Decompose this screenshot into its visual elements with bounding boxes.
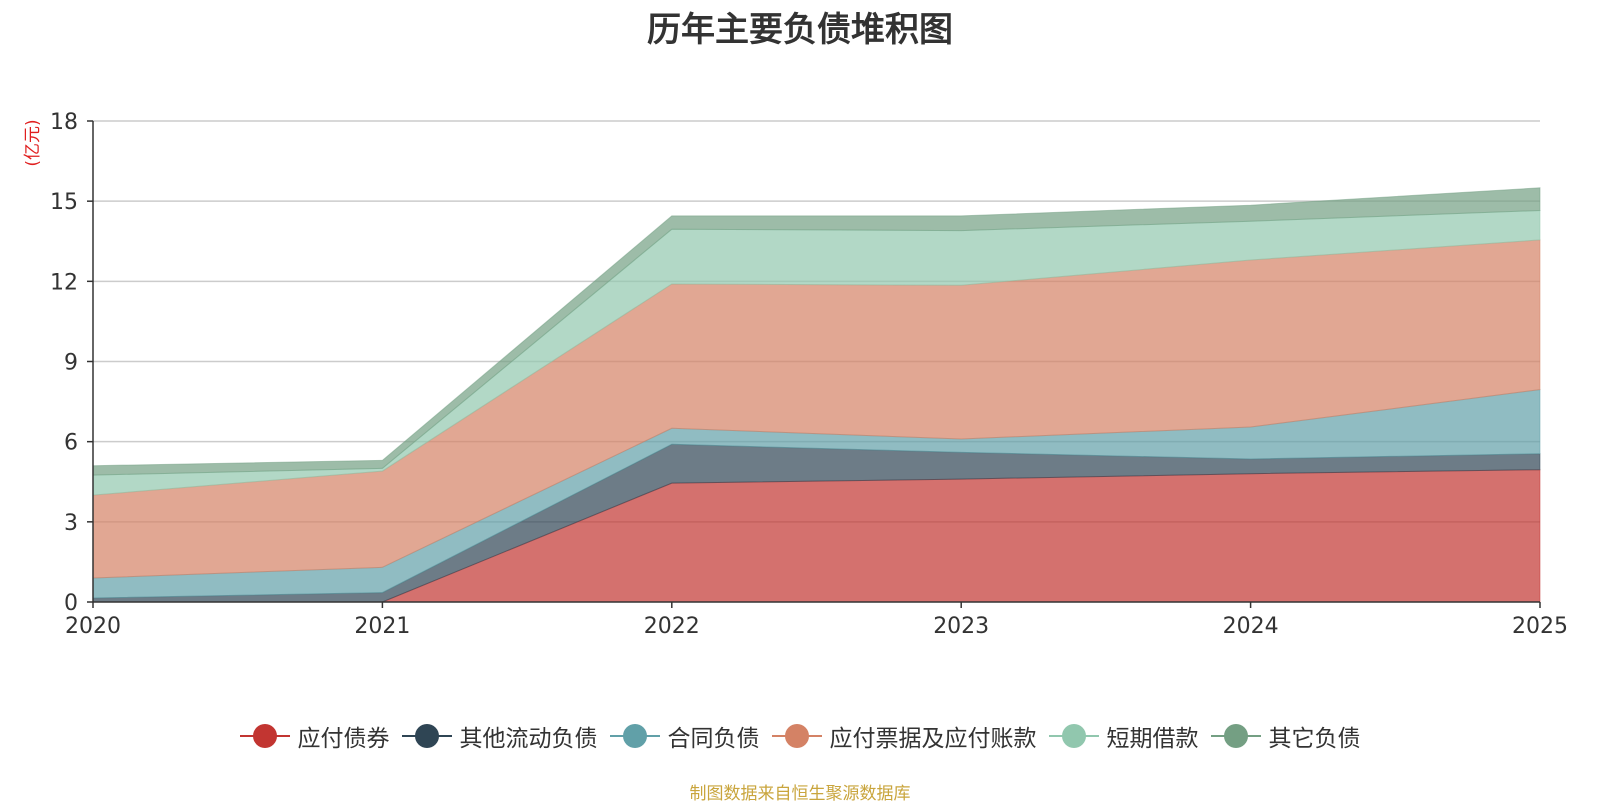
legend-dot <box>1061 724 1086 748</box>
legend-dot <box>252 724 277 748</box>
legend-label: 合同负债 <box>667 726 760 752</box>
area-series <box>92 187 1541 603</box>
y-tick-label: 9 <box>64 351 78 376</box>
x-tick-label: 2021 <box>354 614 410 639</box>
y-tick-label: 3 <box>64 511 78 536</box>
x-tick-label: 2022 <box>644 614 700 639</box>
y-tick-label: 12 <box>50 270 78 295</box>
legend-marker-icon <box>771 724 822 748</box>
y-tick-label: 6 <box>64 431 78 456</box>
legend-label: 其它负债 <box>1268 726 1361 752</box>
legend-item-3[interactable]: 合同负债 <box>609 719 760 753</box>
legend-marker-icon <box>1048 724 1099 748</box>
legend-label: 应付债券 <box>297 726 390 752</box>
x-tick-label: 2025 <box>1512 614 1568 639</box>
legend-label: 短期借款 <box>1106 726 1199 752</box>
x-tick-label: 2020 <box>65 614 121 639</box>
y-axis-unit: (亿元) <box>23 119 43 166</box>
y-tick-label: 0 <box>64 591 78 616</box>
legend-marker-icon <box>609 724 660 748</box>
legend-item-5[interactable]: 短期借款 <box>1048 719 1199 753</box>
x-tick-label: 2023 <box>933 614 989 639</box>
y-tick-label: 15 <box>50 190 78 215</box>
legend-item-2[interactable]: 其他流动负债 <box>401 719 598 753</box>
area-series-6 <box>92 187 1541 476</box>
legend-marker-icon <box>401 724 452 748</box>
y-tick-label: 18 <box>50 110 78 135</box>
legend-dot <box>784 724 809 748</box>
legend-item-4[interactable]: 应付票据及应付账款 <box>771 719 1037 753</box>
legend-marker-icon <box>1210 724 1261 748</box>
legend-label: 应付票据及应付账款 <box>829 726 1037 752</box>
legend-dot <box>1223 724 1248 748</box>
legend-label: 其他流动负债 <box>459 726 598 752</box>
legend: 应付债券 其他流动负债 合同负债 应付票据及应付账款 短期借款 其它负债 <box>0 718 1600 754</box>
legend-marker-icon <box>239 724 290 748</box>
chart-title: 历年主要负债堆积图 <box>647 10 953 50</box>
legend-item-1[interactable]: 应付债券 <box>239 719 390 753</box>
data-source-note: 制图数据来自恒生聚源数据库 <box>689 784 911 804</box>
legend-dot <box>414 724 439 748</box>
x-tick-label: 2024 <box>1223 614 1279 639</box>
legend-dot <box>622 724 647 748</box>
legend-item-6[interactable]: 其它负债 <box>1210 719 1361 753</box>
axes: 0 3 6 9 12 15 18 2020 2021 2022 2023 2024 2025 <box>50 110 1568 639</box>
